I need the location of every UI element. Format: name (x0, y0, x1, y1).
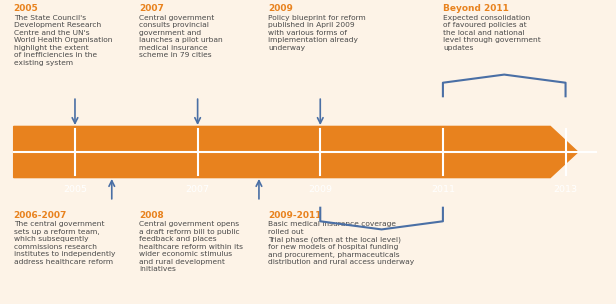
Text: 2009: 2009 (268, 4, 293, 13)
Text: 2007: 2007 (185, 185, 209, 194)
Text: 2005: 2005 (63, 185, 87, 194)
Text: Policy blueprint for reform
published in April 2009
with various forms of
implem: Policy blueprint for reform published in… (268, 15, 366, 51)
Text: The State Council's
Development Research
Centre and the UN's
World Health Organi: The State Council's Development Research… (14, 15, 112, 66)
Text: 2013: 2013 (554, 185, 578, 194)
Text: 2011: 2011 (431, 185, 455, 194)
Text: Basic medical insurance coverage
rolled out
Trial phase (often at the local leve: Basic medical insurance coverage rolled … (268, 221, 415, 265)
Text: 2007: 2007 (139, 4, 164, 13)
Text: The central government
sets up a reform team,
which subsequently
commissions res: The central government sets up a reform … (14, 221, 115, 265)
Text: Beyond 2011: Beyond 2011 (443, 4, 509, 13)
Text: Expected consolidation
of favoured policies at
the local and national
level thro: Expected consolidation of favoured polic… (443, 15, 541, 51)
Text: 2006-2007: 2006-2007 (14, 211, 67, 220)
Text: 2009-2011: 2009-2011 (268, 211, 322, 220)
Text: 2005: 2005 (14, 4, 38, 13)
Text: Central government opens
a draft reform bill to public
feedback and places
healt: Central government opens a draft reform … (139, 221, 243, 272)
FancyArrow shape (14, 126, 578, 178)
Text: 2008: 2008 (139, 211, 164, 220)
Text: Central government
consults provincial
government and
launches a pilot urban
med: Central government consults provincial g… (139, 15, 223, 58)
Text: 2009: 2009 (308, 185, 332, 194)
